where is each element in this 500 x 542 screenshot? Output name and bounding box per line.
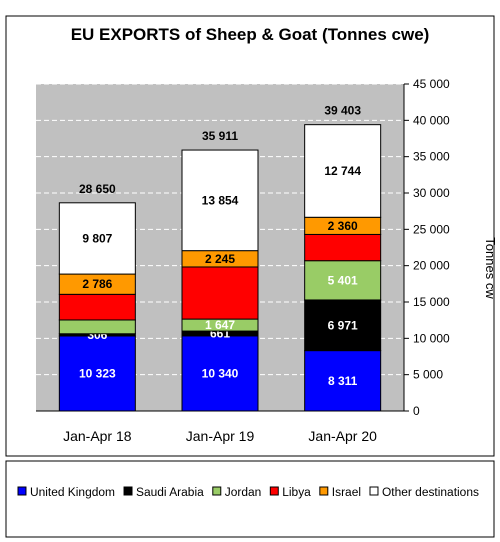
y-tick-label: 35 000 [413, 150, 450, 164]
data-label: 2 360 [328, 219, 358, 233]
y-tick-label: 10 000 [413, 331, 450, 345]
bar-segment [304, 124, 382, 218]
y-axis-label: Tonnes cw [483, 237, 498, 299]
legend: United Kingdom Saudi Arabia Jordan Libya Isr… [17, 485, 479, 499]
legend-box [5, 460, 495, 538]
category-label: Jan-Apr 19 [186, 428, 255, 444]
data-label: 12 744 [324, 164, 361, 178]
data-label: 5 401 [328, 273, 358, 287]
bar-segment [58, 293, 136, 321]
y-tick-label: 45 000 [413, 77, 450, 91]
data-label: 10 323 [79, 366, 116, 380]
data-label: 13 854 [202, 193, 239, 207]
bar-segment [181, 335, 259, 412]
bar-segment [304, 299, 382, 352]
legend-entry: Jordan [225, 485, 262, 499]
total-label: 35 911 [202, 129, 238, 143]
data-label: 2 245 [205, 252, 235, 266]
bar-segment [304, 233, 382, 262]
data-label: 1 647 [205, 318, 235, 332]
y-tick-label: 5 000 [413, 368, 443, 382]
legend-swatch [123, 486, 133, 496]
y-tick-label: 15 000 [413, 295, 450, 309]
data-label: 8 311 [328, 374, 358, 388]
legend-swatch [269, 486, 279, 496]
bar-segment [58, 319, 136, 335]
legend-entry: Libya [282, 485, 311, 499]
bar-segment [181, 149, 259, 252]
y-tick-label: 40 000 [413, 113, 450, 127]
y-tick-label: 0 [413, 404, 420, 418]
legend-swatch [369, 486, 379, 496]
legend-swatch [212, 486, 222, 496]
y-tick-label: 25 000 [413, 222, 450, 236]
legend-entry: Israel [332, 485, 361, 499]
y-tick-label: 20 000 [413, 259, 450, 273]
data-label: 2 786 [82, 277, 112, 291]
bar-segment [304, 350, 382, 412]
legend-swatch [17, 486, 27, 496]
y-axis: 0 5 000 10 000 15 000 20 000 25 000 30 000 35 0… [403, 77, 450, 418]
total-label: 39 403 [324, 104, 361, 118]
category-label: Jan-Apr 18 [63, 428, 132, 444]
y-tick-label: 30 000 [413, 186, 450, 200]
x-axis: Jan-Apr 18 Jan-Apr 19 Jan-Apr 20 [36, 410, 404, 444]
total-label: 28 650 [79, 182, 116, 196]
bar-segment [181, 266, 259, 320]
data-label: 9 807 [82, 231, 112, 245]
data-label: 10 340 [202, 366, 239, 380]
legend-swatch [319, 486, 329, 496]
bar-segment [58, 202, 136, 275]
chart-title: EU EXPORTS of Sheep & Goat (Tonnes cwe) [71, 25, 430, 44]
data-label: 6 971 [328, 318, 358, 332]
category-label: Jan-Apr 20 [308, 428, 377, 444]
legend-entry: United Kingdom [30, 485, 115, 499]
legend-entry: Other destinations [382, 485, 479, 499]
legend-entry: Saudi Arabia [136, 485, 204, 499]
